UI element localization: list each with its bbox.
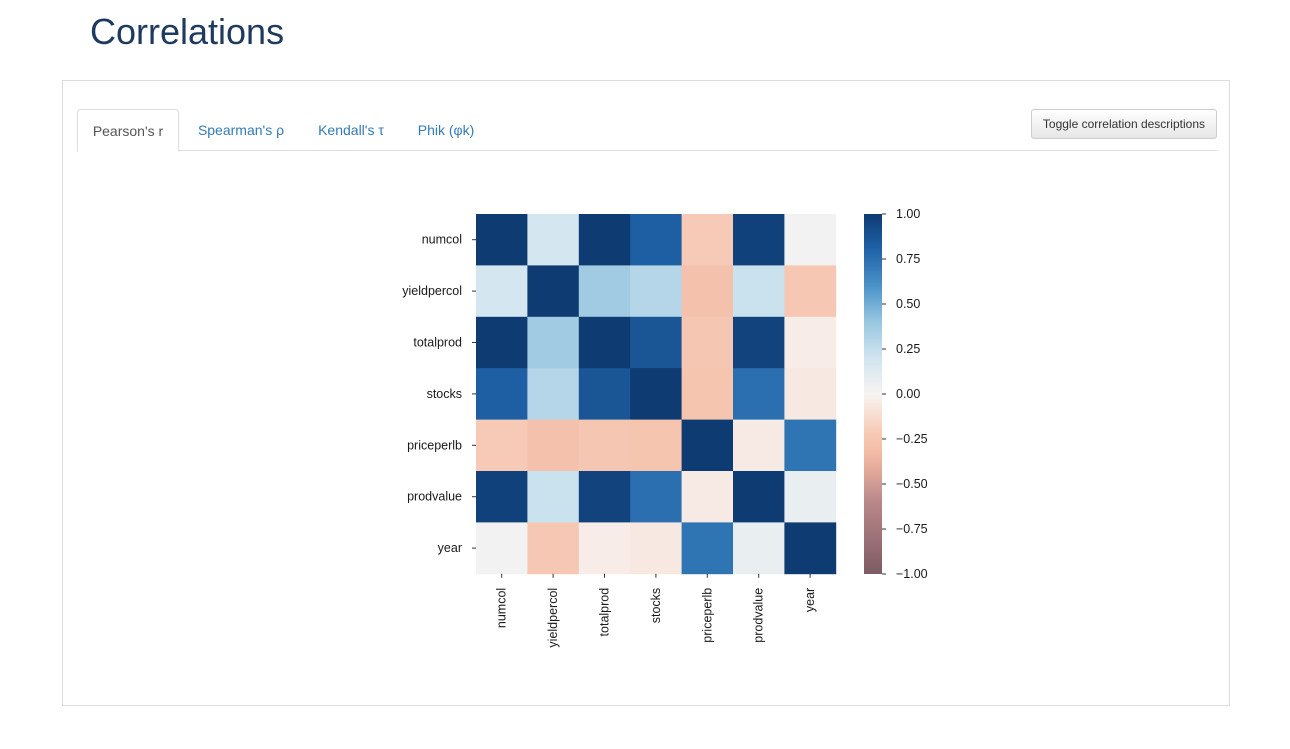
heatmap-cell-priceperlb-numcol [476, 419, 528, 472]
heatmap-cells [476, 214, 837, 575]
heatmap-cell-priceperlb-stocks [630, 419, 682, 472]
x-tick-label-totalprod: totalprod [598, 588, 612, 637]
heatmap-cell-year-numcol [476, 522, 528, 575]
heatmap-cell-yieldpercol-numcol [476, 265, 528, 318]
tab-spearman[interactable]: Spearman's ρ [197, 122, 285, 138]
heatmap-cell-priceperlb-yieldpercol [527, 419, 580, 472]
heatmap-cell-totalprod-year [784, 316, 837, 369]
heatmap-cell-yieldpercol-prodvalue [733, 265, 785, 318]
colorbar-tick-label: −0.75 [896, 522, 928, 536]
heatmap-cell-prodvalue-year [784, 471, 837, 523]
heatmap-cell-yieldpercol-stocks [630, 265, 682, 318]
heatmap-cell-year-year [784, 522, 837, 575]
x-tick-label-yieldpercol: yieldpercol [546, 588, 560, 648]
heatmap-cell-prodvalue-stocks [630, 471, 682, 523]
colorbar-tick-label: 0.25 [896, 342, 920, 356]
colorbar-ticks: 1.00 0.75 0.50 0.25 0.00 −0.25 −0.50 −0.75 −1.00 [882, 207, 928, 581]
colorbar-tick-label: 0.75 [896, 252, 920, 266]
heatmap-cell-prodvalue-yieldpercol [527, 471, 580, 523]
y-tick-label-year: year [438, 541, 462, 555]
heatmap-cell-totalprod-stocks [630, 316, 682, 369]
heatmap-x-labels: numcol yieldpercol totalprod stocks priceper… [495, 573, 817, 648]
heatmap-cell-year-priceperlb [681, 522, 734, 575]
y-tick-label-priceperlb: priceperlb [407, 438, 462, 452]
heatmap-cell-prodvalue-priceperlb [681, 471, 734, 523]
x-tick-label-prodvalue: prodvalue [752, 588, 766, 643]
colorbar-tick-label: −0.50 [896, 477, 928, 491]
heatmap-cell-priceperlb-year [784, 419, 837, 472]
y-tick-label-yieldpercol: yieldpercol [402, 284, 462, 298]
x-tick-label-priceperlb: priceperlb [700, 588, 714, 643]
colorbar-tick-label: 0.50 [896, 297, 920, 311]
y-tick-label-prodvalue: prodvalue [407, 490, 462, 504]
heatmap-cell-yieldpercol-priceperlb [681, 265, 734, 318]
colorbar-tick-label: −1.00 [896, 567, 928, 581]
heatmap-cell-numcol-priceperlb [681, 214, 734, 266]
heatmap-cell-prodvalue-totalprod [578, 471, 631, 523]
heatmap-cell-priceperlb-priceperlb [681, 419, 734, 472]
heatmap-y-labels: numcol yieldpercol totalprod stocks priceper… [402, 233, 476, 555]
heatmap-cell-totalprod-priceperlb [681, 316, 734, 369]
heatmap-cell-numcol-year [784, 214, 837, 266]
tab-kendall[interactable]: Kendall's τ [318, 122, 384, 138]
y-tick-label-stocks: stocks [427, 387, 462, 401]
heatmap-cell-yieldpercol-yieldpercol [527, 265, 580, 318]
heatmap-cell-year-prodvalue [733, 522, 785, 575]
heatmap-cell-year-stocks [630, 522, 682, 575]
heatmap-cell-stocks-priceperlb [681, 368, 734, 420]
heatmap-cell-totalprod-totalprod [578, 316, 631, 369]
heatmap-cell-numcol-yieldpercol [527, 214, 580, 266]
x-tick-label-numcol: numcol [495, 588, 509, 628]
heatmap-cell-stocks-prodvalue [733, 368, 785, 420]
heatmap-cell-totalprod-numcol [476, 316, 528, 369]
heatmap-cell-stocks-totalprod [578, 368, 631, 420]
heatmap-cell-numcol-prodvalue [733, 214, 785, 266]
colorbar-tick-label: 1.00 [896, 207, 920, 221]
page-title: Correlations [90, 11, 285, 52]
heatmap-cell-numcol-totalprod [578, 214, 631, 266]
x-tick-label-stocks: stocks [649, 588, 663, 623]
tab-phik[interactable]: Phik (φk) [417, 122, 475, 138]
heatmap-cell-priceperlb-totalprod [578, 419, 631, 472]
heatmap-cell-year-totalprod [578, 522, 631, 575]
heatmap-cell-stocks-yieldpercol [527, 368, 580, 420]
correlation-tabs: Pearson's r Spearman's ρ Kendall's τ Phi… [77, 109, 1217, 152]
heatmap-cell-totalprod-yieldpercol [527, 316, 580, 369]
y-tick-label-totalprod: totalprod [413, 336, 462, 350]
heatmap-cell-year-yieldpercol [527, 522, 580, 575]
heatmap-cell-yieldpercol-totalprod [578, 265, 631, 318]
heatmap-cell-totalprod-prodvalue [733, 316, 785, 369]
colorbar-tick-label: −0.25 [896, 432, 928, 446]
heatmap-cell-stocks-stocks [630, 368, 682, 420]
colorbar-tick-label: 0.00 [896, 387, 920, 401]
tab-pearson[interactable]: Pearson's r [77, 109, 179, 152]
colorbar [864, 214, 882, 574]
heatmap-cell-prodvalue-prodvalue [733, 471, 785, 523]
heatmap-cell-stocks-year [784, 368, 837, 420]
heatmap-cell-stocks-numcol [476, 368, 528, 420]
heatmap-cell-yieldpercol-year [784, 265, 837, 318]
toggle-descriptions-button[interactable]: Toggle correlation descriptions [1030, 109, 1217, 139]
heatmap-cell-prodvalue-numcol [476, 471, 528, 523]
heatmap-cell-numcol-numcol [476, 214, 528, 266]
x-tick-label-year: year [803, 588, 817, 612]
heatmap-cell-numcol-stocks [630, 214, 682, 266]
heatmap-cell-priceperlb-prodvalue [733, 419, 785, 472]
y-tick-label-numcol: numcol [422, 233, 462, 247]
